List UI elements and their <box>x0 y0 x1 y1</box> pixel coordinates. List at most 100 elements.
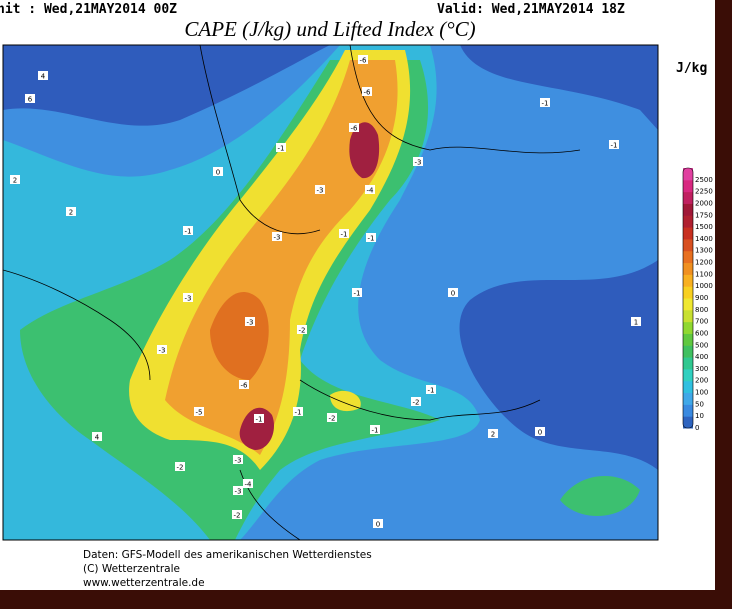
lifted-index-label: -6 <box>351 125 359 133</box>
lifted-index-label: 0 <box>538 429 542 437</box>
colorbar-label: 200 <box>695 377 708 385</box>
label-box <box>631 317 641 326</box>
lifted-index-label: -3 <box>317 187 324 195</box>
colorbar-label: 2500 <box>695 176 713 184</box>
lifted-index-label: 4 <box>95 434 100 442</box>
colorbar-swatch <box>683 179 693 193</box>
lifted-index-label: -4 <box>367 187 375 195</box>
colorbar-swatch <box>683 191 693 204</box>
label-box <box>413 157 423 166</box>
lifted-index-label: -4 <box>245 481 253 489</box>
colorbar-swatch <box>683 286 693 299</box>
lifted-index-label: -1 <box>278 145 285 153</box>
label-box <box>293 407 303 416</box>
colorbar-swatch <box>683 227 693 240</box>
label-box <box>233 486 243 495</box>
colorbar-swatch <box>683 250 693 264</box>
colorbar-swatch <box>683 345 693 358</box>
colorbar-swatch <box>683 392 693 405</box>
colorbar-swatch <box>683 262 693 275</box>
lifted-index-label: -6 <box>241 382 249 390</box>
lifted-index-label: 2 <box>69 209 73 217</box>
lifted-index-label: -6 <box>360 57 368 65</box>
label-box <box>448 288 458 297</box>
label-box <box>276 143 286 152</box>
label-box <box>297 325 307 334</box>
label-box <box>488 429 498 438</box>
map <box>2 44 659 541</box>
label-box <box>66 207 76 216</box>
label-box <box>245 317 255 326</box>
colorbar-label: 500 <box>695 341 708 349</box>
label-box <box>239 380 249 389</box>
lifted-index-label: -6 <box>364 89 372 97</box>
colorbar-swatch <box>683 357 693 370</box>
label-box <box>349 123 359 132</box>
lifted-index-label: 2 <box>491 431 495 439</box>
lifted-index-label: 0 <box>376 521 380 529</box>
lifted-index-label: 2 <box>13 177 17 185</box>
lifted-index-label: -3 <box>235 488 242 496</box>
label-box <box>92 432 102 441</box>
colorbar-swatch <box>683 274 693 287</box>
lifted-index-label: -3 <box>274 234 281 242</box>
colorbar-swatch <box>683 380 693 394</box>
lifted-index-label: -3 <box>159 347 166 355</box>
footer-line: (C) Wetterzentrale <box>83 563 180 575</box>
lifted-index-label: -3 <box>185 295 192 303</box>
colorbar-label: 1500 <box>695 223 713 231</box>
lifted-index-label: -1 <box>354 290 361 298</box>
colorbar-label: 300 <box>695 365 708 373</box>
label-box <box>233 455 243 464</box>
lifted-index-label: -1 <box>542 100 549 108</box>
lifted-index-label: -1 <box>611 142 618 150</box>
label-box <box>183 293 193 302</box>
label-box <box>327 413 337 422</box>
colorbar-label: 800 <box>695 306 708 314</box>
colorbar-label: 900 <box>695 294 708 302</box>
colorbar-label: 100 <box>695 389 708 397</box>
label-box <box>254 414 264 423</box>
lifted-index-label: -2 <box>234 512 241 520</box>
colorbar-label: 400 <box>695 353 708 361</box>
label-box <box>358 55 368 64</box>
unit: J/kg <box>676 61 707 76</box>
label-box <box>362 87 372 96</box>
lifted-index-label: -1 <box>295 409 302 417</box>
lifted-index-label: -2 <box>177 464 184 472</box>
lifted-index-label: -2 <box>413 399 420 407</box>
colorbar-swatch <box>683 404 693 417</box>
lifted-index-label: -5 <box>196 409 203 417</box>
lifted-index-label: -1 <box>185 228 192 236</box>
label-box <box>183 226 193 235</box>
colorbar-label: 1000 <box>695 282 713 290</box>
colorbar-swatch <box>683 203 693 216</box>
colorbar-label: 50 <box>695 400 704 408</box>
label-box <box>366 233 376 242</box>
label-box <box>10 175 20 184</box>
label-box <box>315 185 325 194</box>
colorbar-label: 1300 <box>695 247 713 255</box>
footer-line: Daten: GFS-Modell des amerikanischen Wet… <box>83 549 372 561</box>
label-box <box>540 98 550 107</box>
colorbar-swatch <box>683 168 693 181</box>
lifted-index-label: -1 <box>341 231 348 239</box>
lifted-index-label: -2 <box>329 415 336 423</box>
colorbar-label: 1200 <box>695 259 713 267</box>
lifted-index-label: -3 <box>235 457 242 465</box>
colorbar-label: 1750 <box>695 211 713 219</box>
lifted-index-label: -1 <box>368 235 375 243</box>
label-box <box>370 425 380 434</box>
colorbar-label: 2250 <box>695 188 713 196</box>
label-box <box>365 185 375 194</box>
label-box <box>426 385 436 394</box>
lifted-index-label: 0 <box>216 169 220 177</box>
lifted-index-label: 6 <box>28 96 33 104</box>
colorbar-frame <box>682 167 694 429</box>
lifted-index-label: -1 <box>372 427 379 435</box>
colorbar-label: 0 <box>695 424 699 432</box>
colorbar-label: 700 <box>695 318 708 326</box>
label-box <box>232 510 242 519</box>
colorbar-swatch <box>683 416 693 429</box>
colorbar-swatch <box>683 238 693 252</box>
